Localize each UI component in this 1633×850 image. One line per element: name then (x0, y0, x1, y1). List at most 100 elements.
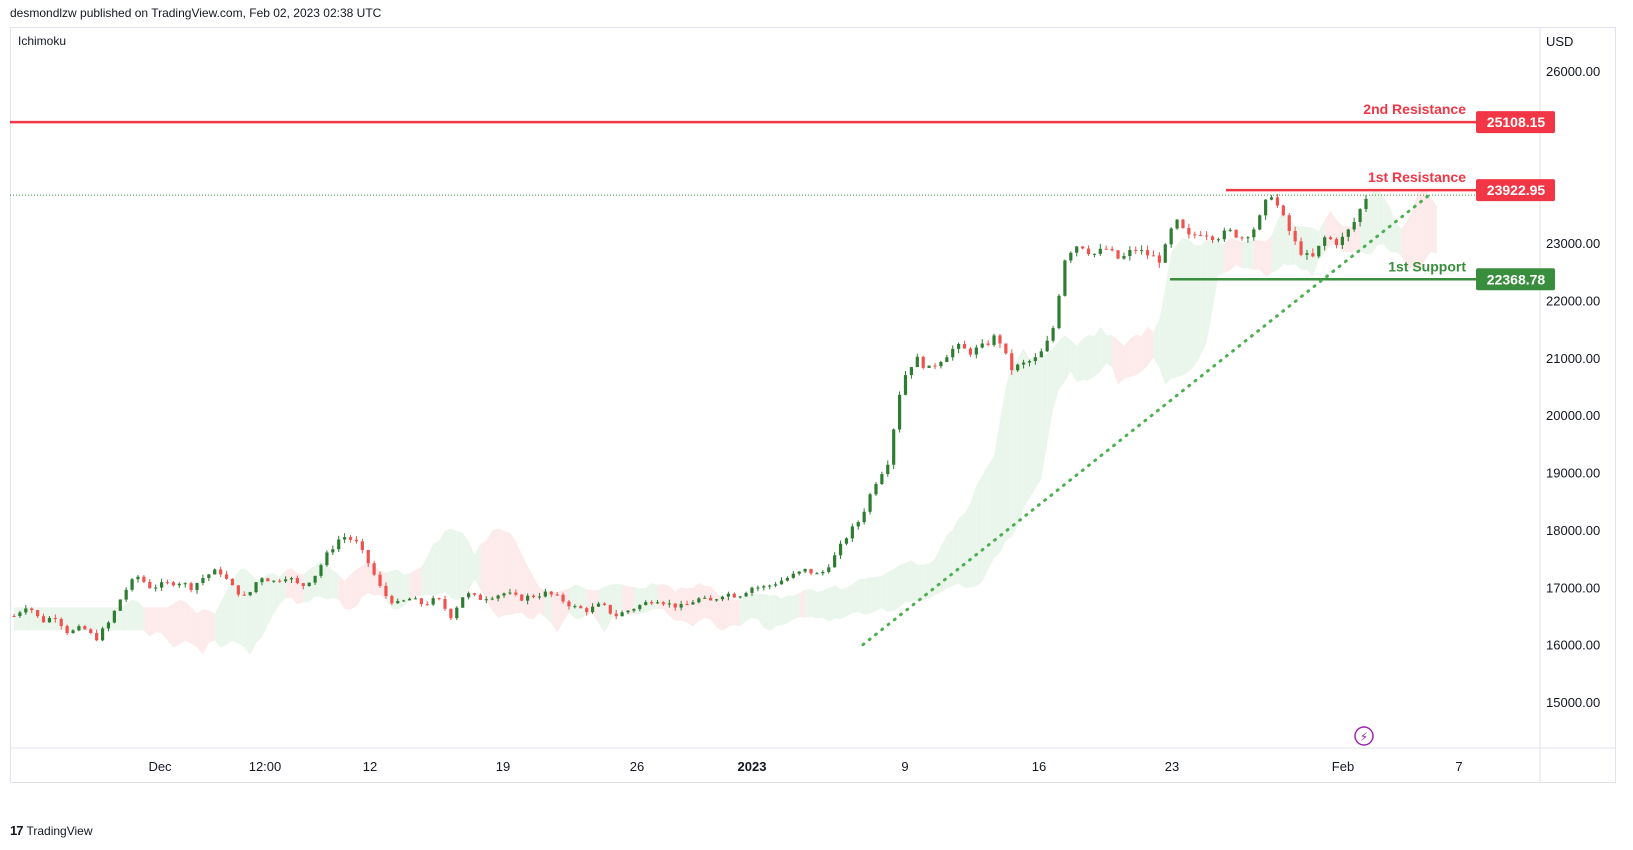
candle-up (1063, 260, 1067, 296)
cloud-segment-bear (197, 609, 203, 655)
candle-up (644, 602, 648, 606)
candle-down (921, 356, 925, 368)
candle-down (230, 578, 235, 586)
candle-down (1010, 353, 1014, 371)
candle-down (1293, 230, 1297, 242)
candle-down (1181, 219, 1185, 229)
candle-down (354, 539, 359, 542)
cloud-segment-bull (267, 573, 274, 626)
candle-up (774, 584, 778, 586)
candle-up (396, 601, 400, 604)
time-tick-label: Feb (1332, 759, 1354, 774)
cloud-segment-bull (1153, 319, 1160, 368)
candle-up (325, 552, 329, 566)
cloud-segment-bull (1047, 348, 1054, 444)
time-axis: Dec 12:00 12 19 26 2023 9 16 23 Feb 7 (148, 759, 1462, 774)
cloud-segment-bear (687, 587, 693, 627)
cloud-segment-bull (740, 596, 747, 627)
time-tick-label: 7 (1455, 759, 1462, 774)
cloud-segment-bull (226, 581, 233, 645)
cloud-segment-bull (610, 583, 617, 623)
candle-down (555, 594, 559, 596)
candle-up (289, 578, 294, 580)
trendline (861, 194, 1430, 647)
price-tick-label: 15000.00 (1546, 695, 1600, 710)
cloud-segment-bull (49, 607, 56, 631)
cloud-segment-bear (356, 565, 363, 607)
cloud-segment-bear (492, 528, 499, 618)
cloud-segment-bull (1058, 335, 1065, 390)
candle-down (1187, 228, 1191, 235)
candle-up (1246, 237, 1250, 239)
cloud-segment-bull (1005, 366, 1012, 541)
candle-up (957, 344, 961, 349)
candle-up (537, 596, 542, 598)
candle-down (1086, 248, 1091, 255)
cloud-segment-bull (256, 578, 262, 643)
cloud-segment-bull (834, 585, 841, 619)
indicator-label[interactable]: Ichimoku (18, 34, 67, 48)
candle-up (1027, 361, 1032, 363)
candle-up (343, 537, 347, 540)
candle-down (1104, 248, 1108, 250)
candle-up (868, 494, 872, 512)
time-tick-label: 12:00 (249, 759, 282, 774)
price-badge-label: 22368.78 (1487, 271, 1546, 287)
cloud-segment-bull (1247, 240, 1254, 270)
candle-up (838, 543, 843, 556)
candle-up (1364, 198, 1368, 210)
cloud-segment-bull (90, 607, 97, 631)
cloud-segment-bear (521, 554, 528, 619)
candle-down (1199, 234, 1203, 236)
cloud-segment-bull (25, 607, 32, 631)
candle-up (1340, 236, 1344, 246)
cloud-segment-bull (1277, 211, 1284, 271)
candle-down (986, 343, 990, 345)
candle-up (1175, 219, 1179, 229)
candle-down (1299, 241, 1303, 255)
candle-up (744, 592, 748, 597)
candle-up (1122, 256, 1126, 259)
candle-up (177, 583, 181, 586)
candle-down (1275, 197, 1280, 206)
candle-up (502, 593, 506, 596)
candle-up (1346, 229, 1350, 237)
cloud-segment-bear (179, 599, 186, 645)
candle-up (260, 578, 264, 583)
cloud-segment-bear (681, 587, 688, 623)
candle-down (673, 603, 677, 608)
candle-down (59, 618, 63, 626)
cloud-segment-bear (716, 592, 723, 631)
price-badge (1476, 111, 1555, 134)
cloud-segment-bear (515, 541, 522, 614)
candle-down (1281, 205, 1285, 216)
cloud-segment-bull (864, 577, 871, 615)
candle-up (1098, 248, 1102, 254)
footer[interactable]: 17 TradingView (10, 823, 93, 838)
time-tick-label: 2023 (738, 759, 767, 774)
candle-down (348, 537, 353, 540)
cloud-segment-bull (326, 565, 333, 600)
time-tick-label: 16 (1032, 759, 1046, 774)
candle-up (1069, 252, 1073, 261)
cloud-segment-bull (468, 541, 475, 591)
candle-up (1352, 221, 1356, 230)
cloud-segment-bull (763, 593, 770, 631)
candle-up (803, 568, 807, 572)
cloud-segment-bull (1035, 357, 1042, 489)
candle-up (496, 595, 500, 599)
cloud-segment-bull (1212, 240, 1219, 311)
candle-down (1287, 215, 1291, 231)
candle-down (1204, 235, 1209, 237)
cloud-segment-bull (982, 465, 989, 582)
candle-down (1210, 236, 1215, 240)
candle-up (974, 347, 978, 355)
candle-up (762, 586, 766, 588)
cloud-segment-bull (952, 517, 959, 586)
candle-up (1021, 362, 1026, 365)
cloud-segment-bull (757, 593, 764, 628)
cloud-segment-bull (946, 529, 953, 589)
cloud-segment-bull (421, 556, 428, 596)
candle-up (1323, 237, 1327, 246)
